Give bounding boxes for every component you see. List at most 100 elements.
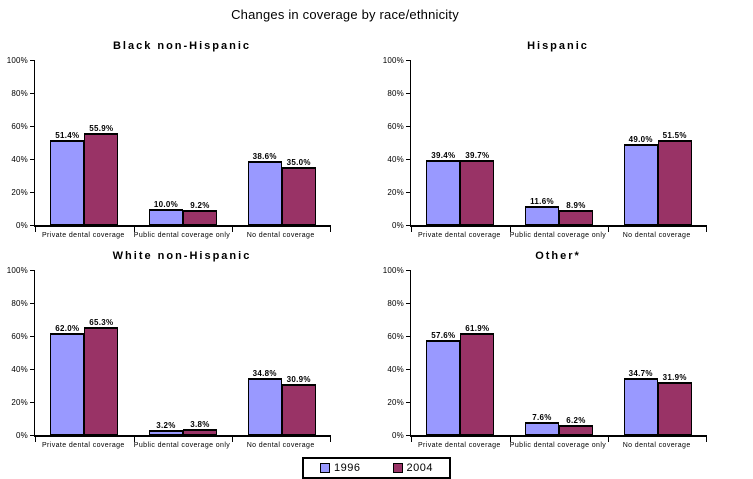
y-tick-label: 0% (16, 431, 28, 440)
bar-value-label: 30.9% (286, 375, 311, 385)
y-tick-mark (406, 435, 410, 436)
bar-2004: 9.2% (183, 201, 217, 225)
bar-value-label: 38.6% (252, 152, 277, 162)
bar-value-label: 55.9% (89, 123, 114, 133)
y-tick-label: 40% (387, 155, 404, 164)
x-tick-mark (608, 437, 610, 442)
x-tick-mark (133, 437, 135, 442)
bar-value-label: 10.0% (153, 199, 179, 209)
bar-value-label: 51.5% (662, 131, 687, 141)
bar-1996: 51.4% (50, 131, 85, 225)
y-tick-label: 20% (11, 398, 28, 407)
bar-1996: 11.6% (525, 197, 559, 225)
y-tick-mark (30, 225, 34, 226)
y-tick-label: 40% (11, 155, 28, 164)
bar-value-label: 3.2% (156, 420, 176, 430)
bar-1996: 49.0% (623, 135, 658, 225)
x-tick-mark (706, 437, 707, 442)
bar-1996: 38.6% (247, 152, 282, 225)
x-tick-mark (35, 437, 36, 442)
subplot: Other* 0% 20% 40% 60% 80% 100% 57.6% 61.9% 7.6% 6.… (376, 240, 753, 450)
x-tick-mark (232, 227, 234, 232)
category-label: Private dental coverage (417, 442, 501, 449)
y-tick-mark (406, 225, 410, 226)
y-tick-mark (30, 369, 34, 370)
y-tick-mark (406, 336, 410, 337)
y-tick-mark (406, 126, 410, 127)
bar-value-label: 57.6% (431, 330, 456, 340)
bar-group: 62.0% 65.3% (35, 270, 134, 435)
y-tick-mark (406, 159, 410, 160)
bar-1996: 62.0% (50, 324, 85, 435)
bar-value-label: 39.7% (465, 150, 490, 160)
y-tick-label: 0% (392, 221, 404, 230)
subplot-title: Hispanic (527, 40, 589, 52)
x-tick-mark (411, 227, 412, 232)
bar-2004: 55.9% (84, 124, 119, 225)
y-tick-label: 80% (387, 299, 404, 308)
bar-2004: 39.7% (460, 151, 495, 225)
category-label: No dental coverage (622, 232, 691, 239)
bar-value-label: 3.8% (190, 419, 210, 429)
bar-value-label: 6.2% (566, 415, 586, 425)
y-tick-label: 60% (387, 122, 404, 131)
bar-value-label: 8.9% (566, 201, 586, 211)
y-tick-mark (30, 93, 34, 94)
y-tick-label: 100% (6, 266, 28, 275)
bar-value-label: 11.6% (530, 196, 554, 206)
legend-entry-2004: 2004 (392, 462, 433, 474)
bar-2004: 8.9% (559, 201, 593, 225)
y-tick-mark (406, 303, 410, 304)
y-tick-mark (406, 369, 410, 370)
bar-value-label: 49.0% (628, 135, 653, 145)
bar-2004: 65.3% (84, 318, 119, 435)
y-tick-label: 20% (387, 398, 404, 407)
y-tick-label: 100% (382, 266, 404, 275)
bar-group: 7.6% 6.2% (510, 270, 609, 435)
legend-swatch-1996 (320, 463, 331, 473)
bar-group: 57.6% 61.9% (411, 270, 510, 435)
bar-value-label: 62.0% (55, 323, 80, 333)
bar-2004: 51.5% (657, 131, 692, 225)
category-axis: Private dental coverage Public dental cov… (410, 437, 706, 449)
subplot: Hispanic 0% 20% 40% 60% 80% 100% 39.4% 39.7% 11.6… (376, 30, 753, 240)
bar-2004: 31.9% (657, 373, 692, 435)
y-tick-label: 0% (16, 221, 28, 230)
bar-groups: 39.4% 39.7% 11.6% 8.9% 49.0% 51.5% (411, 60, 707, 225)
subplot-title: Black non-Hispanic (112, 40, 252, 52)
y-tick-mark (30, 60, 34, 61)
x-tick-mark (411, 437, 412, 442)
bar-groups: 51.4% 55.9% 10.0% 9.2% 38.6% 35.0% (35, 60, 331, 225)
y-tick-mark (30, 159, 34, 160)
bar-2004: 30.9% (281, 375, 316, 435)
bar-group: 10.0% 9.2% (134, 60, 233, 225)
legend-label: 2004 (406, 462, 433, 474)
y-tick-mark (30, 336, 34, 337)
category-label: No dental coverage (246, 442, 315, 449)
bar-2004: 3.8% (183, 420, 217, 435)
x-tick-mark (509, 227, 511, 232)
y-tick-mark (30, 270, 34, 271)
bar-1996: 34.7% (623, 369, 658, 435)
bar-1996: 34.8% (247, 369, 282, 435)
bar-1996: 39.4% (426, 151, 461, 225)
bar-value-label: 9.2% (190, 200, 210, 210)
bar-value-label: 34.8% (252, 368, 277, 378)
y-tick-mark (30, 435, 34, 436)
subplot-grid: Black non-Hispanic 0% 20% 40% 60% 80% 100% 51.4… (0, 30, 753, 450)
bar-value-label: 65.3% (89, 318, 114, 328)
y-tick-label: 60% (387, 332, 404, 341)
bar-group: 49.0% 51.5% (608, 60, 707, 225)
y-tick-label: 20% (11, 188, 28, 197)
plot-area: 0% 20% 40% 60% 80% 100% 62.0% 65.3% 3.2% 3.8% 34.8… (7, 266, 331, 442)
bar-value-label: 34.7% (628, 368, 653, 378)
bar-1996: 10.0% (149, 200, 183, 225)
bar-groups: 62.0% 65.3% 3.2% 3.8% 34.8% 30.9% (35, 270, 331, 435)
legend-entry-1996: 1996 (320, 462, 360, 474)
category-label: Public dental coverage only (133, 442, 231, 449)
bar-value-label: 31.9% (662, 373, 687, 383)
bar-2004: 61.9% (460, 324, 495, 435)
subplot: Black non-Hispanic 0% 20% 40% 60% 80% 100% 51.4… (0, 30, 376, 240)
legend-box: 1996 2004 (302, 457, 451, 479)
